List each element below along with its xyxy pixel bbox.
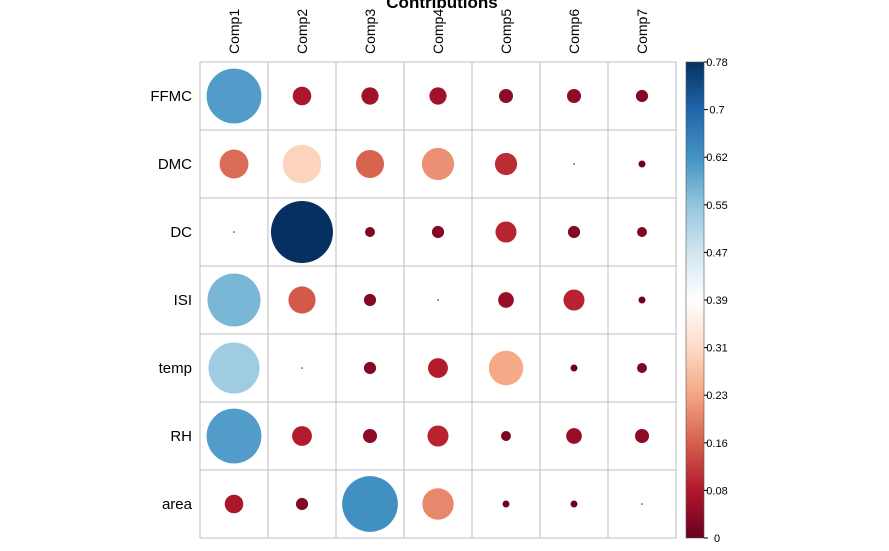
contribution-circle-DMC-Comp2 [282, 144, 322, 184]
colorbar-tick-label: 0.39 [706, 295, 727, 307]
contribution-circle-area-Comp1 [224, 494, 244, 514]
contribution-circle-DMC-Comp1 [219, 149, 249, 179]
colorbar-tick-label: 0.23 [706, 390, 727, 402]
row-label-area: area [162, 496, 193, 513]
contribution-circle-DC-Comp4 [431, 225, 445, 239]
contribution-circle-RH-Comp6 [566, 428, 582, 444]
column-label-Comp5: Comp5 [498, 9, 514, 54]
colorbar-tick-label: 0.47 [706, 247, 727, 259]
contribution-circle-ISI-Comp6 [563, 289, 585, 311]
contribution-circle-temp-Comp5 [488, 350, 524, 386]
contribution-circle-area-Comp5 [502, 500, 510, 508]
contribution-circle-ISI-Comp5 [498, 292, 514, 308]
contribution-circle-RH-Comp7 [634, 428, 650, 444]
contribution-circle-DMC-Comp3 [355, 149, 385, 179]
contribution-circle-FFMC-Comp4 [429, 87, 447, 105]
contribution-circle-FFMC-Comp6 [566, 88, 582, 104]
contribution-circle-DC-Comp5 [495, 221, 517, 243]
contribution-circle-ISI-Comp4 [437, 299, 439, 301]
column-label-Comp2: Comp2 [294, 9, 310, 54]
contribution-circle-DC-Comp1 [233, 231, 235, 233]
contribution-circle-ISI-Comp2 [288, 286, 316, 314]
row-label-DC: DC [170, 224, 192, 241]
row-label-RH: RH [170, 428, 192, 445]
contribution-circle-temp-Comp3 [363, 361, 377, 375]
contribution-circle-area-Comp2 [295, 497, 309, 511]
contribution-circle-FFMC-Comp5 [498, 88, 514, 104]
circle-layer [206, 68, 650, 532]
contribution-circle-ISI-Comp7 [638, 296, 646, 304]
colorbar-gradient [685, 61, 705, 539]
contribution-circle-FFMC-Comp1 [206, 68, 262, 124]
colorbar-tick-label: 0.7 [709, 105, 724, 117]
contribution-circle-temp-Comp7 [637, 363, 647, 373]
colorbar-tick-label: 0.55 [706, 200, 727, 212]
colorbar: 0 0.08 0.16 0.23 0.31 0.39 0.47 0.55 0.62 0.7 0.78 [685, 57, 728, 545]
row-labels: FFMC DMC DC ISI temp RH area [150, 88, 192, 513]
contribution-circle-temp-Comp1 [208, 342, 260, 394]
contribution-circle-temp-Comp6 [570, 364, 578, 372]
colorbar-tick-label: 0 [714, 533, 720, 545]
contribution-circle-DC-Comp3 [365, 227, 375, 237]
row-label-temp: temp [159, 360, 192, 377]
column-label-Comp4: Comp4 [430, 9, 446, 54]
contribution-circle-FFMC-Comp3 [361, 87, 379, 105]
column-label-Comp1: Comp1 [226, 9, 242, 54]
colorbar-tick-label: 0.31 [706, 343, 727, 355]
contribution-circle-DC-Comp6 [567, 225, 581, 239]
contribution-circle-RH-Comp3 [362, 428, 378, 444]
contribution-circle-DMC-Comp6 [573, 163, 575, 165]
contribution-circle-RH-Comp5 [501, 431, 511, 441]
contribution-circle-temp-Comp4 [428, 358, 448, 378]
contribution-circle-RH-Comp4 [427, 425, 449, 447]
contribution-circle-DC-Comp2 [271, 201, 333, 263]
colorbar-tick-label: 0.78 [706, 57, 727, 69]
column-labels: Comp1 Comp2 Comp3 Comp4 Comp5 Comp6 Comp7 [226, 9, 650, 54]
colorbar-tick-label: 0.16 [706, 438, 727, 450]
contribution-circle-ISI-Comp1 [207, 273, 261, 327]
contribution-circle-DC-Comp7 [637, 227, 647, 237]
column-label-Comp7: Comp7 [634, 9, 650, 54]
contribution-circle-FFMC-Comp7 [635, 89, 649, 103]
contribution-circle-DMC-Comp7 [638, 160, 646, 168]
colorbar-tick-label: 0.08 [706, 485, 727, 497]
contribution-circle-area-Comp6 [570, 500, 578, 508]
row-label-DMC: DMC [158, 156, 192, 173]
contribution-circle-area-Comp7 [641, 503, 643, 505]
contribution-circle-area-Comp3 [342, 476, 398, 532]
contribution-circle-temp-Comp2 [301, 367, 303, 369]
contribution-circle-RH-Comp1 [206, 408, 262, 464]
column-label-Comp6: Comp6 [566, 9, 582, 54]
contribution-circle-DMC-Comp5 [494, 152, 518, 176]
row-label-ISI: ISI [174, 292, 192, 309]
contribution-circle-RH-Comp2 [292, 426, 312, 446]
row-label-FFMC: FFMC [150, 88, 192, 105]
colorbar-tick-label: 0.62 [706, 152, 727, 164]
grid-lines [199, 61, 677, 539]
contribution-circle-ISI-Comp3 [363, 293, 377, 307]
chart-title: Contributions [386, 0, 497, 12]
contribution-circle-FFMC-Comp2 [292, 86, 312, 106]
column-label-Comp3: Comp3 [362, 9, 378, 54]
contribution-circle-DMC-Comp4 [421, 147, 455, 181]
contribution-circle-area-Comp4 [422, 488, 454, 520]
